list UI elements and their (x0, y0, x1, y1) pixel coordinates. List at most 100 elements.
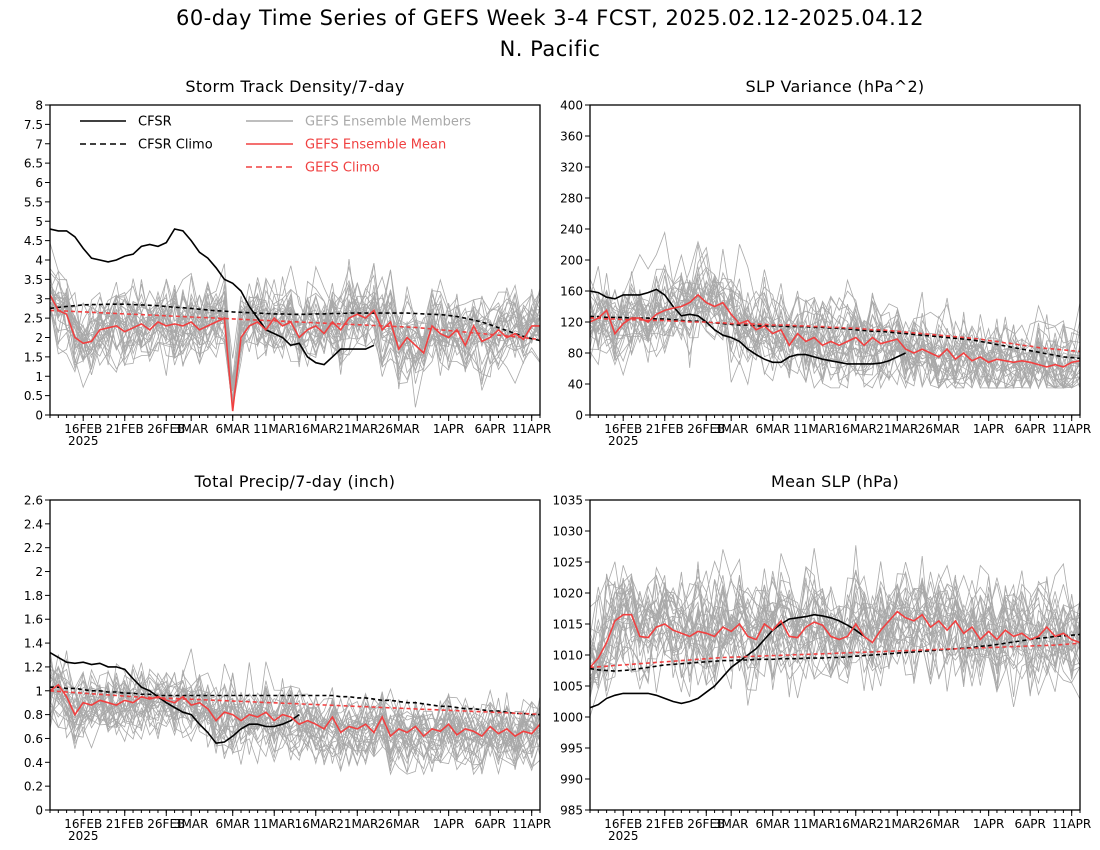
x-tick-label: 26FEB (687, 817, 725, 831)
x-tick-label: 21FEB (646, 817, 684, 831)
y-tick-label: 40 (568, 378, 583, 392)
x-tick-label: 1APR (973, 817, 1004, 831)
panel-storm-track-density: Storm Track Density/7-day 0 0.5 1 1.5 2 2.5 3 3.… (24, 77, 551, 448)
x-year-label: 2025 (68, 829, 99, 843)
y-tick-label: 1.8 (24, 589, 43, 603)
legend: CFSR CFSR Climo GEFS Ensemble Members GEFS … (80, 115, 471, 176)
y-tick-label: 1010 (552, 649, 583, 663)
cfsr-climo-line (50, 303, 540, 342)
x-tick-label: 6MAR (215, 422, 250, 436)
y-tick-label: 6 (35, 176, 43, 190)
ensemble-member-line (50, 690, 540, 776)
ensemble-member-line (50, 290, 540, 402)
x-tick-label: 21MAR (336, 422, 378, 436)
panel-title: Mean SLP (hPa) (771, 472, 899, 491)
x-tick-label: 16MAR (295, 817, 337, 831)
x-tick-label: 21MAR (876, 817, 918, 831)
ensemble-member-line (590, 244, 1080, 383)
y-tick-label: 0.2 (24, 780, 43, 794)
y-tick-label: 1035 (552, 494, 583, 508)
y-tick-label: 5.5 (24, 195, 43, 209)
y-tick-label: 990 (560, 773, 583, 787)
panel-title: Storm Track Density/7-day (185, 77, 404, 96)
ensemble-member-line (590, 304, 1080, 389)
y-tick-label: 2.6 (24, 494, 43, 508)
panel-mean-slp: Mean SLP (hPa) 985 990 995 1000 1005 1010 1015 1… (552, 472, 1091, 843)
ensemble-member-line (50, 292, 540, 386)
legend-label-gefs-climo: GEFS Climo (305, 161, 380, 176)
plot-frame (49, 499, 541, 811)
y-tick-label: 200 (560, 254, 583, 268)
ensemble-member-line (50, 677, 540, 762)
x-year-label: 2025 (608, 829, 639, 843)
x-tick-label: 3MAR (714, 422, 749, 436)
ensemble-member-line (590, 284, 1080, 389)
y-tick-label: 0.4 (24, 756, 43, 770)
x-tick-label: 6MAR (755, 817, 790, 831)
ensemble-member-line (590, 561, 1080, 682)
ensemble-member-line (590, 252, 1080, 367)
x-tick-label: 1APR (433, 817, 464, 831)
y-tick-label: 1.2 (24, 660, 43, 674)
y-tick-label: 0 (35, 409, 43, 423)
y-tick-label: 240 (560, 223, 583, 237)
x-tick-label: 3MAR (714, 817, 749, 831)
ensemble-member-line (50, 676, 540, 759)
gefs-ensemble-mean-line (590, 610, 1080, 668)
gefs-climo-line (50, 309, 540, 341)
y-tick-label: 4 (35, 254, 43, 268)
y-tick-label: 1020 (552, 587, 583, 601)
y-tick-label: 0 (575, 409, 583, 423)
x-tick-label: 26FEB (147, 422, 185, 436)
cfsr-climo-line (590, 315, 1080, 360)
panel-slp-variance: SLP Variance (hPa^2) 0 40 80 120 160 200 240 280… (560, 77, 1091, 448)
x-tick-label: 3MAR (174, 817, 209, 831)
x-year-label: 2025 (68, 434, 99, 448)
plot-area (50, 228, 540, 412)
cfsr-line (590, 613, 865, 709)
legend-label-cfsr-climo: CFSR Climo (138, 138, 213, 153)
y-tick-label: 2 (35, 565, 43, 579)
gefs-ensemble-mean-line (50, 294, 540, 412)
ensemble-member-line (50, 298, 540, 408)
ensemble-member-line (50, 284, 540, 408)
ensemble-member-line (590, 246, 1080, 389)
y-tick-label: 3.5 (24, 273, 43, 287)
gefs-ensemble-mean-line (50, 683, 540, 738)
x-tick-label: 16FEB (604, 422, 642, 436)
x-tick-label: 16MAR (835, 817, 877, 831)
y-tick-label: 80 (568, 347, 583, 361)
y-tick-label: 2.2 (24, 541, 43, 555)
y-tick-label: 1000 (552, 711, 583, 725)
figure-title: 60-day Time Series of GEFS Week 3-4 FCST… (176, 6, 924, 30)
y-tick-label: 320 (560, 161, 583, 175)
cfsr-line (50, 651, 300, 745)
y-tick-label: 3 (35, 292, 43, 306)
x-tick-label: 11APR (1052, 422, 1091, 436)
plot-area (50, 648, 540, 776)
y-tick-label: 1.5 (24, 350, 43, 364)
x-tick-label: 6APR (474, 422, 505, 436)
y-tick-label: 985 (560, 804, 583, 818)
ensemble-member-line (50, 667, 540, 759)
x-tick-label: 16FEB (64, 422, 102, 436)
ensemble-member-line (590, 549, 1080, 681)
ensemble-member-line (50, 287, 540, 408)
cfsr-line (590, 288, 906, 365)
x-tick-label: 26MAR (918, 817, 960, 831)
y-tick-label: 1 (35, 370, 43, 384)
x-tick-label: 11APR (1052, 817, 1091, 831)
x-tick-label: 21MAR (876, 422, 918, 436)
y-tick-label: 6.5 (24, 157, 43, 171)
ensemble-member-line (590, 576, 1080, 671)
y-tick-label: 7.5 (24, 118, 43, 132)
y-tick-label: 400 (560, 99, 583, 113)
ensemble-member-line (50, 672, 540, 772)
x-tick-label: 16MAR (835, 422, 877, 436)
ensemble-member-line (50, 675, 540, 765)
legend-label-mean: GEFS Ensemble Mean (305, 138, 446, 153)
x-tick-label: 26FEB (687, 422, 725, 436)
plot-area (590, 230, 1080, 390)
ensemble-member-line (590, 568, 1080, 688)
